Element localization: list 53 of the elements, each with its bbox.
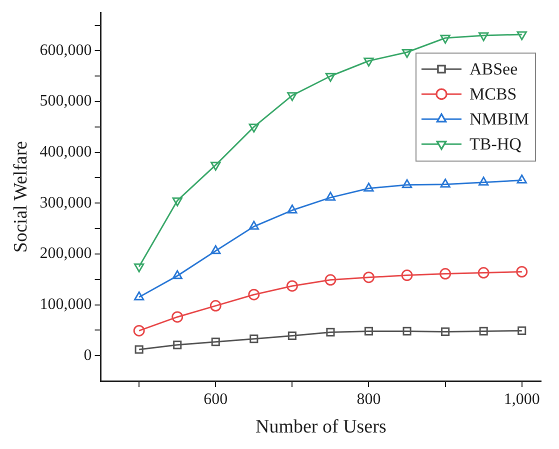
point bbox=[440, 268, 452, 280]
y-tick-label: 100,000 bbox=[40, 296, 92, 313]
point bbox=[324, 274, 336, 286]
x-axis-title: Number of Users bbox=[255, 416, 386, 438]
point bbox=[364, 58, 374, 67]
legend-label: NMBIM bbox=[469, 110, 530, 129]
point bbox=[134, 345, 144, 354]
point bbox=[326, 328, 335, 337]
point bbox=[211, 338, 220, 346]
point bbox=[287, 204, 298, 214]
point bbox=[478, 267, 490, 279]
point bbox=[172, 270, 182, 280]
point bbox=[134, 291, 144, 300]
point bbox=[210, 162, 221, 171]
point bbox=[401, 270, 413, 282]
point bbox=[172, 197, 182, 206]
legend-label: TB-HQ bbox=[469, 134, 522, 154]
point bbox=[250, 334, 258, 344]
point bbox=[363, 272, 374, 284]
point bbox=[478, 32, 489, 42]
y-axis-title: Social Welfare bbox=[10, 141, 32, 253]
legend-label: ABSee bbox=[469, 60, 518, 79]
y-tick-label: 300,000 bbox=[40, 194, 92, 212]
point bbox=[287, 92, 298, 102]
legend-label: MCBS bbox=[469, 84, 517, 104]
point bbox=[172, 311, 184, 323]
point bbox=[516, 266, 528, 278]
point bbox=[402, 48, 412, 58]
x-tick-label: 600 bbox=[204, 390, 228, 408]
y-tick-label: 0 bbox=[84, 346, 92, 364]
point bbox=[248, 288, 260, 300]
point bbox=[479, 326, 488, 336]
y-tick-label: 200,000 bbox=[40, 245, 92, 262]
point bbox=[402, 326, 412, 336]
y-tick-label: 400,000 bbox=[40, 144, 92, 161]
point bbox=[248, 124, 259, 133]
point bbox=[210, 300, 222, 312]
point bbox=[440, 34, 450, 44]
point bbox=[325, 72, 336, 82]
y-tick-label: 500,000 bbox=[40, 92, 92, 110]
point bbox=[133, 324, 145, 336]
point bbox=[210, 245, 221, 254]
point bbox=[288, 331, 296, 340]
point bbox=[173, 340, 182, 350]
point bbox=[516, 31, 527, 40]
point bbox=[286, 280, 298, 292]
point bbox=[518, 326, 526, 335]
x-tick-label: 1,000 bbox=[504, 390, 540, 408]
y-tick-label: 600,000 bbox=[40, 42, 92, 59]
point bbox=[134, 263, 144, 272]
x-tick-label: 800 bbox=[356, 390, 381, 408]
point bbox=[364, 326, 374, 336]
point bbox=[441, 327, 450, 336]
